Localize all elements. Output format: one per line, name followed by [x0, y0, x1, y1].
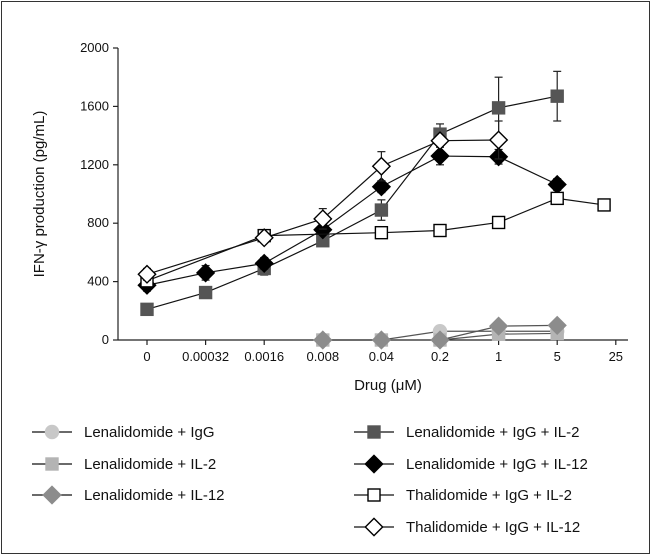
data-point	[371, 330, 392, 350]
data-point	[488, 130, 509, 150]
series-line	[146, 155, 558, 286]
data-point	[433, 223, 447, 238]
x-tick-label: 0.2	[431, 349, 449, 364]
series-6	[137, 120, 509, 284]
series-2	[313, 315, 567, 350]
series-line	[146, 139, 499, 275]
data-point	[597, 198, 611, 212]
legend-item-5: Thalidomide + IgG + IL-2	[354, 487, 572, 504]
data-point	[313, 330, 333, 350]
data-point	[547, 315, 567, 336]
legend-item-1: Lenalidomide + IL-2	[32, 456, 216, 473]
data-point	[430, 131, 450, 151]
data-point	[313, 209, 333, 229]
series-line	[146, 95, 558, 310]
legend-label: Lenalidomide + IL-12	[84, 487, 225, 504]
data-point	[491, 215, 506, 230]
legend-marker	[42, 485, 62, 505]
legend-label: Lenalidomide + IL-2	[84, 456, 216, 473]
series-layer	[137, 70, 611, 350]
x-tick-label: 1	[495, 349, 502, 364]
data-point	[547, 174, 567, 195]
x-tick-label: 0	[143, 349, 150, 364]
x-tick-label: 0.04	[369, 349, 394, 364]
y-tick-label: 800	[87, 215, 109, 230]
x-tick-label: 0.00032	[182, 349, 229, 364]
legend-item-6: Thalidomide + IgG + IL-12	[354, 517, 580, 537]
legend-marker	[367, 425, 381, 439]
y-tick-label: 400	[87, 274, 109, 289]
legend-marker	[364, 517, 384, 537]
legend-marker	[44, 424, 60, 440]
legend-item-0: Lenalidomide + IgG	[32, 424, 215, 441]
legend-marker	[364, 454, 384, 474]
x-tick-label: 0.0016	[244, 349, 284, 364]
legend-label: Lenalidomide + IgG + IL-2	[406, 424, 579, 441]
data-point	[491, 101, 506, 115]
data-point	[374, 203, 389, 217]
data-point	[254, 228, 274, 248]
legend-item-4: Lenalidomide + IgG + IL-12	[354, 454, 588, 474]
legend-marker	[45, 457, 59, 471]
data-point	[488, 316, 509, 336]
y-tick-label: 1200	[80, 157, 109, 172]
data-point	[140, 302, 154, 317]
data-point	[430, 330, 450, 350]
series-3	[140, 70, 564, 317]
legend: Lenalidomide + IgG Lenalidomide + IL-2 Len…	[32, 424, 588, 537]
data-point	[374, 225, 389, 240]
legend-item-3: Lenalidomide + IgG + IL-2	[354, 424, 579, 441]
data-point	[371, 156, 392, 176]
data-point	[254, 253, 274, 273]
data-point	[371, 177, 392, 197]
legend-label: Lenalidomide + IgG + IL-12	[406, 456, 588, 473]
axes: 0 400 800 1200 1600 2000 0 0.00032 0.0016 0.008 0.…	[80, 40, 628, 364]
y-axis-title: IFN-γ production (pg/mL)	[31, 111, 48, 278]
data-point	[550, 191, 564, 206]
data-point	[137, 264, 157, 284]
x-tick-label: 5	[554, 349, 561, 364]
legend-marker	[367, 488, 381, 502]
x-axis-title: Drug (μM)	[354, 377, 422, 394]
data-point	[430, 146, 450, 166]
data-point	[198, 285, 213, 300]
y-tick-label: 1600	[80, 98, 109, 113]
x-tick-label: 25	[609, 349, 623, 364]
data-point	[195, 263, 216, 283]
y-tick-label: 2000	[80, 40, 109, 55]
legend-label: Thalidomide + IgG + IL-2	[406, 487, 572, 504]
legend-label: Lenalidomide + IgG	[84, 424, 215, 441]
ifn-gamma-line-chart: 0 400 800 1200 1600 2000 0 0.00032 0.0016 0.008 0.…	[31, 40, 628, 537]
x-tick-label: 0.008	[307, 349, 340, 364]
legend-label: Thalidomide + IgG + IL-12	[406, 519, 580, 536]
y-tick-label: 0	[102, 332, 109, 347]
data-point	[550, 89, 564, 103]
legend-item-2: Lenalidomide + IL-12	[32, 485, 225, 505]
